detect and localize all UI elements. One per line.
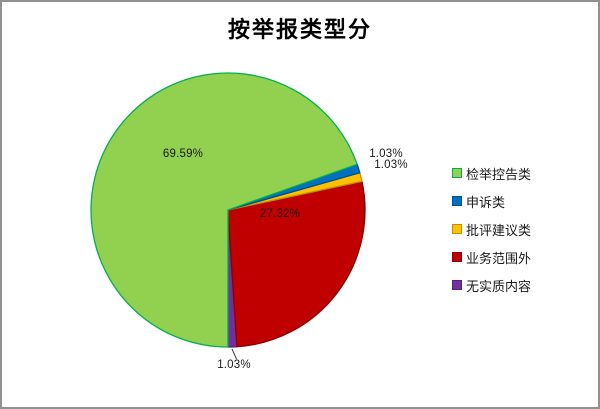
data-label-slice-3: 1.03% — [374, 159, 408, 171]
data-label-slice-5: 1.03% — [217, 359, 251, 371]
legend-item-4: 业务范围外 — [452, 243, 531, 271]
pie-slice-4 — [227, 180, 366, 348]
legend-label-5: 无实质内容 — [466, 278, 532, 294]
legend-swatch-purple-icon — [452, 280, 462, 290]
data-label-slice-4: 27.32% — [259, 208, 301, 220]
chart-title: 按举报类型分 — [227, 17, 372, 43]
legend-label-1: 检举控告类 — [466, 166, 532, 182]
legend-item-5: 无实质内容 — [452, 271, 531, 299]
pie-slice-1 — [90, 72, 358, 348]
legend-swatch-blue-icon — [452, 196, 462, 206]
legend-item-1: 检举控告类 — [452, 159, 531, 187]
legend-swatch-yellow-icon — [452, 224, 462, 234]
legend-swatch-red-icon — [452, 252, 462, 262]
legend-item-2: 申诉类 — [452, 187, 531, 215]
data-label-slice-1: 69.59% — [162, 148, 204, 160]
data-label-slice-2: 1.03% — [369, 148, 403, 160]
legend: 检举控告类 申诉类 批评建议类 业务范围外 无实质内容 — [452, 159, 531, 299]
legend-label-4: 业务范围外 — [466, 250, 532, 266]
label-leader-line — [231, 348, 237, 360]
legend-item-3: 批评建议类 — [452, 215, 531, 243]
legend-label-2: 申诉类 — [466, 194, 506, 210]
legend-label-3: 批评建议类 — [466, 222, 532, 238]
legend-swatch-green-icon — [452, 168, 462, 178]
